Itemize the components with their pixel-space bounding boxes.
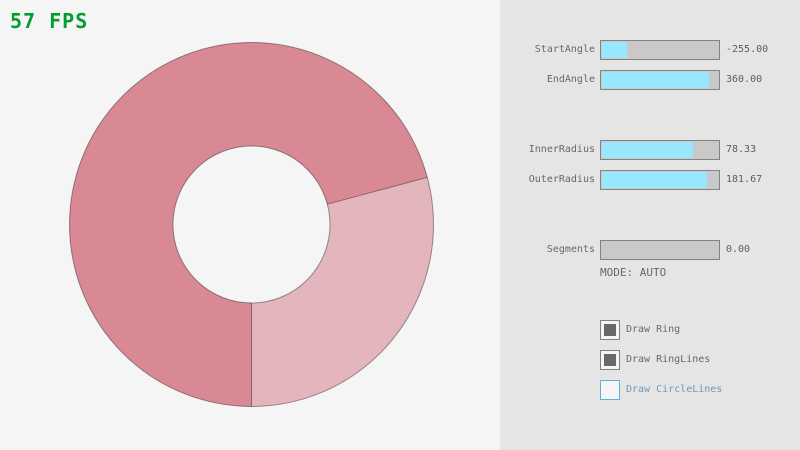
- slider-row-outer-radius: OuterRadius 181.67: [500, 170, 800, 190]
- start-angle-value: -255.00: [726, 44, 769, 55]
- draw-ringlines-check-mark: [604, 354, 616, 366]
- slider-row-start-angle: StartAngle -255.00: [500, 40, 800, 60]
- ring-inner-outline: [172, 145, 331, 304]
- start-angle-slider-fill: [602, 42, 628, 58]
- start-angle-slider[interactable]: [600, 40, 720, 60]
- draw-ringlines-checkbox[interactable]: [600, 350, 620, 370]
- slider-row-end-angle: EndAngle 360.00: [500, 70, 800, 90]
- inner-radius-slider[interactable]: [600, 140, 720, 160]
- ring-dark-sector: [69, 42, 428, 407]
- inner-radius-value: 78.33: [726, 144, 757, 155]
- segments-slider[interactable]: [600, 240, 720, 260]
- draw-circlelines-checkbox[interactable]: [600, 380, 620, 400]
- checkbox-draw-ringlines: Draw RingLines: [500, 350, 800, 370]
- draw-ring-check-mark: [604, 324, 616, 336]
- outer-radius-label: OuterRadius: [528, 174, 595, 185]
- end-angle-label: EndAngle: [546, 74, 595, 85]
- draw-ring-checkbox[interactable]: [600, 320, 620, 340]
- slider-row-segments: Segments 0.00: [500, 240, 800, 260]
- end-angle-value: 360.00: [726, 74, 763, 85]
- draw-ringlines-label: Draw RingLines: [626, 354, 711, 365]
- fps-counter: 57 FPS: [10, 9, 89, 33]
- checkbox-draw-circlelines: Draw CircleLines: [500, 380, 800, 400]
- ring-light-sector: [251, 177, 434, 407]
- ring-outer-outline: [69, 42, 434, 407]
- outer-radius-value: 181.67: [726, 174, 763, 185]
- slider-row-inner-radius: InnerRadius 78.33: [500, 140, 800, 160]
- end-angle-slider[interactable]: [600, 70, 720, 90]
- segments-label: Segments: [546, 244, 595, 255]
- control-panel: StartAngle -255.00 EndAngle 360.00 Inner…: [500, 0, 800, 450]
- render-canvas: 57 FPS: [10, 9, 434, 407]
- inner-radius-slider-fill: [602, 142, 693, 158]
- end-angle-slider-fill: [602, 72, 709, 88]
- draw-ring-label: Draw Ring: [626, 324, 681, 335]
- mode-label: MODE: AUTO: [600, 266, 667, 279]
- outer-radius-slider[interactable]: [600, 170, 720, 190]
- outer-radius-slider-fill: [602, 172, 708, 188]
- segments-value: 0.00: [726, 244, 751, 255]
- inner-radius-label: InnerRadius: [528, 144, 595, 155]
- ring-canvas: [69, 42, 434, 407]
- ring-sector-line-right: [327, 176, 428, 205]
- draw-circlelines-label: Draw CircleLines: [626, 384, 723, 395]
- start-angle-label: StartAngle: [534, 44, 595, 55]
- checkbox-draw-ring: Draw Ring: [500, 320, 800, 340]
